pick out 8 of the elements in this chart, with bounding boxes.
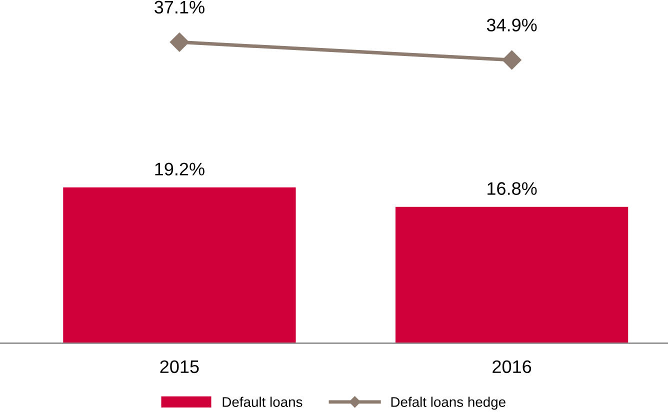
legend-label: Defalt loans hedge: [391, 396, 506, 410]
data-label: 16.8%: [488, 182, 537, 195]
data-label: 34.9%: [486, 18, 537, 32]
legend-label: Default loans: [222, 396, 302, 407]
x-tick-label: 2015: [160, 360, 199, 374]
data-label: 19.2%: [155, 162, 204, 176]
data-label: 37.1%: [154, 0, 204, 14]
x-tick-label: 2016: [492, 360, 532, 374]
